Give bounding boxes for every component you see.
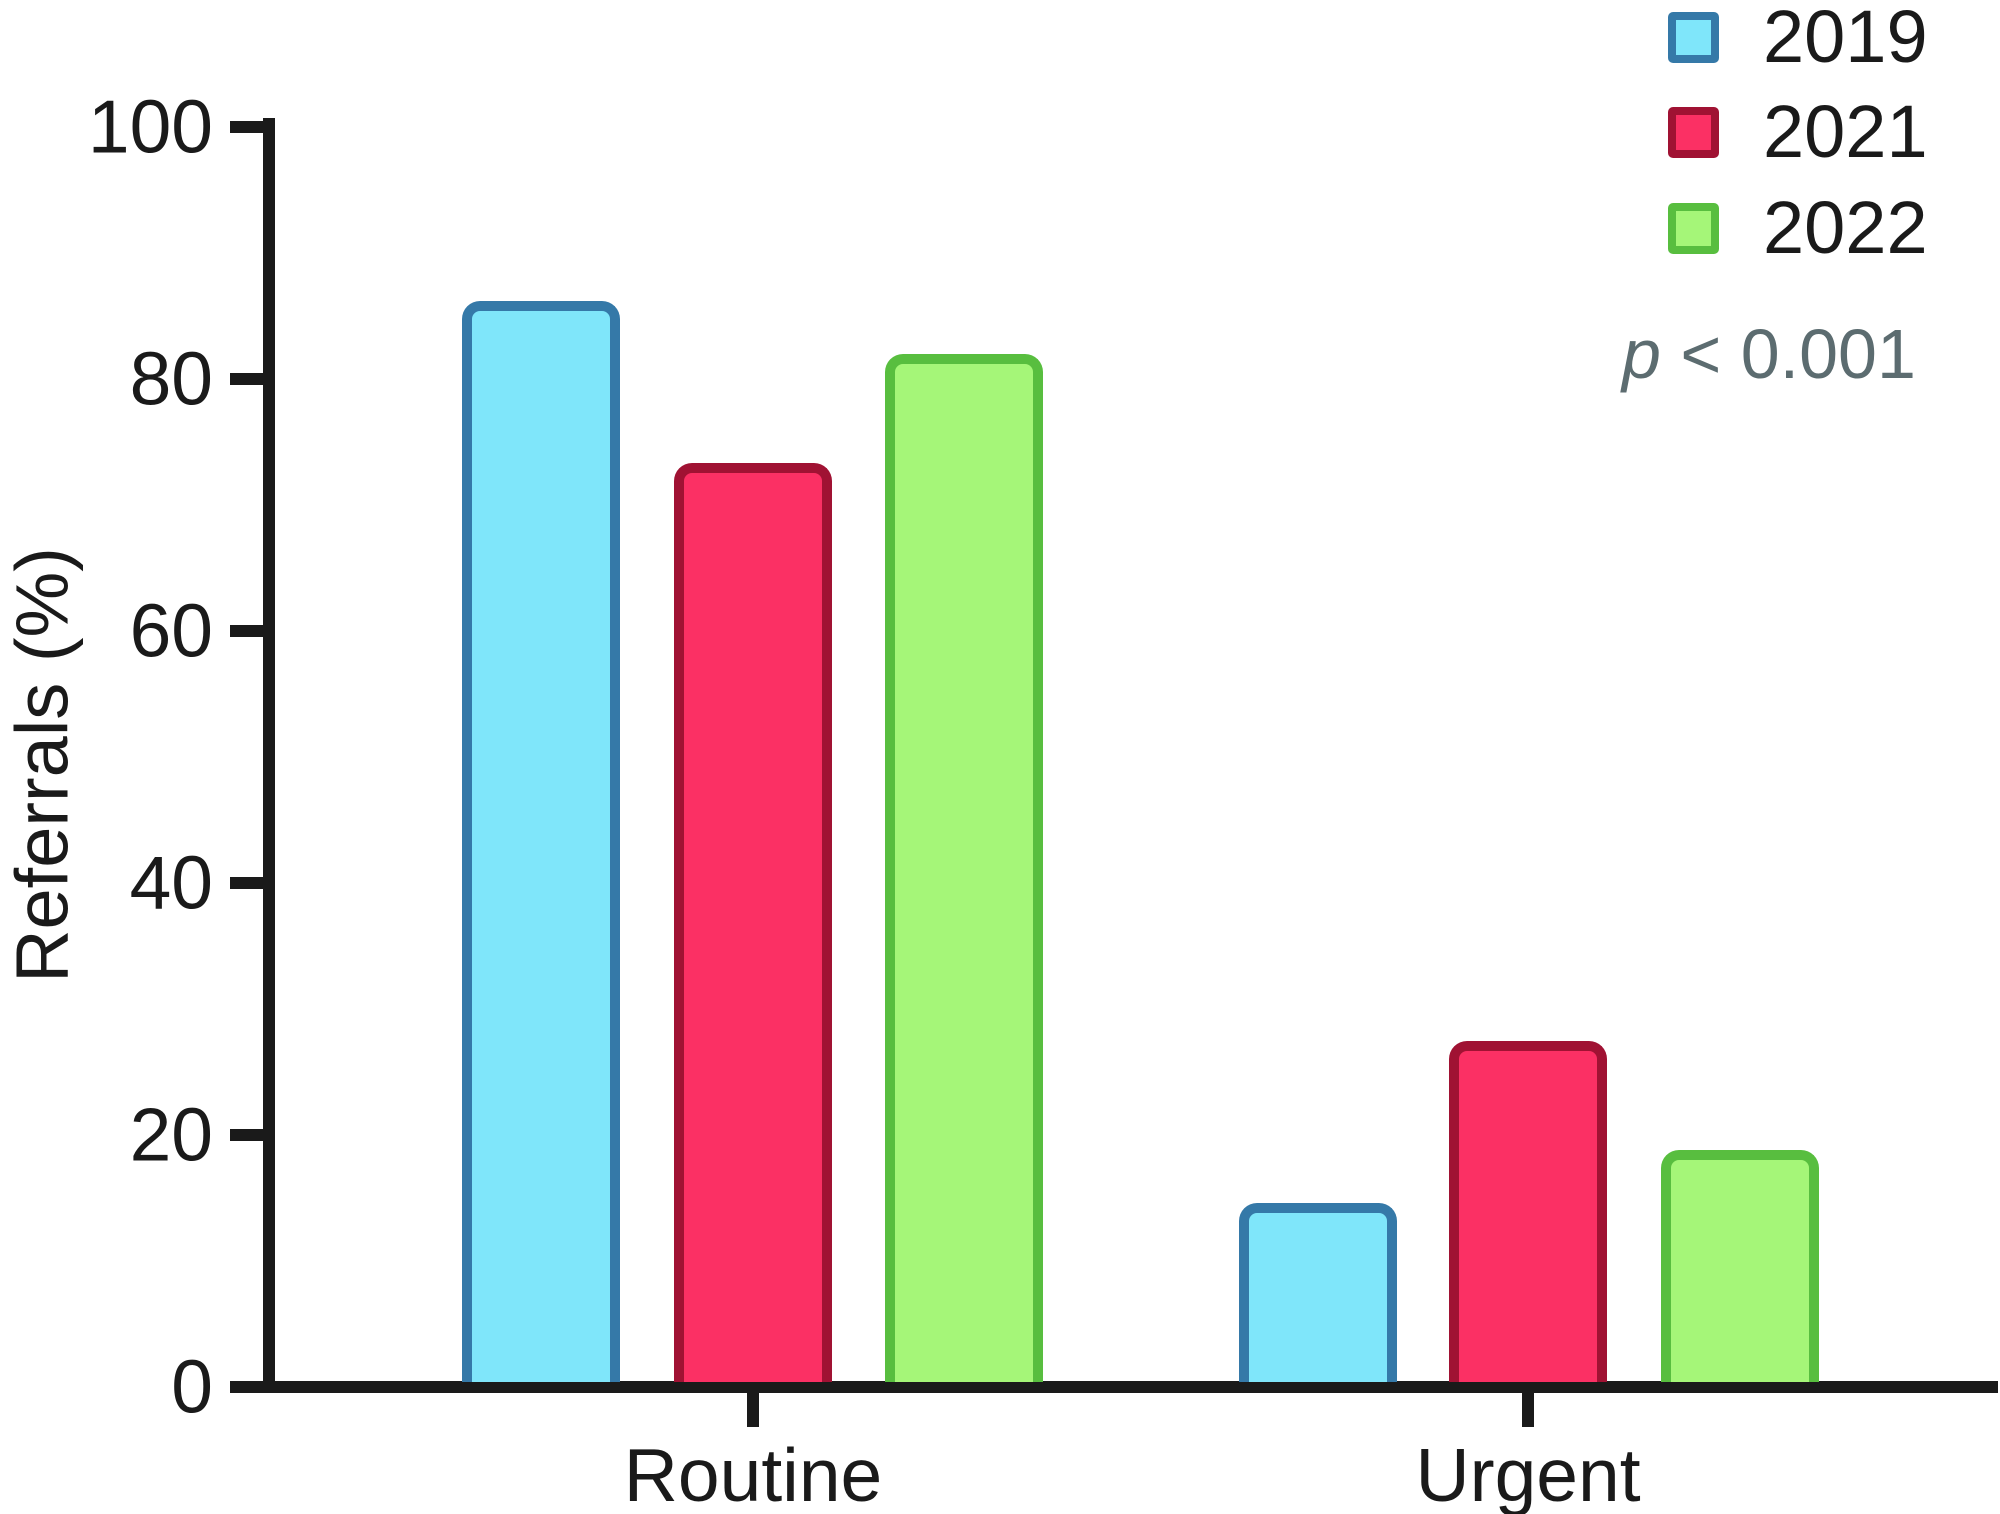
x-axis-spine	[233, 1381, 1998, 1393]
p-value-annotation: p < 0.001	[1622, 318, 1916, 390]
legend-swatch-2019	[1668, 11, 1719, 63]
y-tick-mark-80	[230, 373, 270, 385]
legend-item-2022: 2022	[1668, 191, 1928, 265]
bar-2019-urgent	[1239, 1203, 1397, 1382]
legend-item-2019: 2019	[1668, 0, 1928, 74]
y-tick-label-80: 80	[129, 336, 213, 421]
y-tick-mark-60	[230, 625, 270, 637]
y-tick-label-40: 40	[129, 840, 213, 925]
legend-swatch-2021	[1668, 106, 1719, 158]
y-tick-label-60: 60	[129, 588, 213, 673]
y-tick-mark-40	[230, 877, 270, 889]
y-tick-mark-100	[230, 121, 270, 133]
bar-2022-routine	[885, 354, 1043, 1382]
legend-label-2019: 2019	[1763, 0, 1928, 78]
bar-2021-routine	[674, 463, 832, 1382]
legend-label-2021: 2021	[1763, 90, 1928, 173]
x-tick-routine	[747, 1393, 759, 1427]
y-tick-mark-0	[230, 1381, 270, 1393]
y-tick-label-100: 100	[87, 84, 213, 169]
legend-label-2022: 2022	[1763, 186, 1928, 269]
bar-2022-urgent	[1661, 1150, 1819, 1382]
bar-2021-urgent	[1449, 1041, 1607, 1382]
y-tick-mark-20	[230, 1129, 270, 1141]
y-axis-spine	[263, 118, 275, 1393]
y-tick-label-0: 0	[171, 1344, 213, 1429]
y-tick-label-20: 20	[129, 1092, 213, 1177]
x-tick-urgent	[1522, 1393, 1534, 1427]
bar-2019-routine	[462, 301, 620, 1382]
category-label-routine: Routine	[623, 1433, 883, 1514]
legend-swatch-2022	[1668, 202, 1719, 254]
category-label-urgent: Urgent	[1415, 1433, 1641, 1514]
legend-item-2021: 2021	[1668, 95, 1928, 169]
p-inequality: < 0.001	[1660, 315, 1916, 393]
p-symbol: p	[1622, 315, 1661, 393]
